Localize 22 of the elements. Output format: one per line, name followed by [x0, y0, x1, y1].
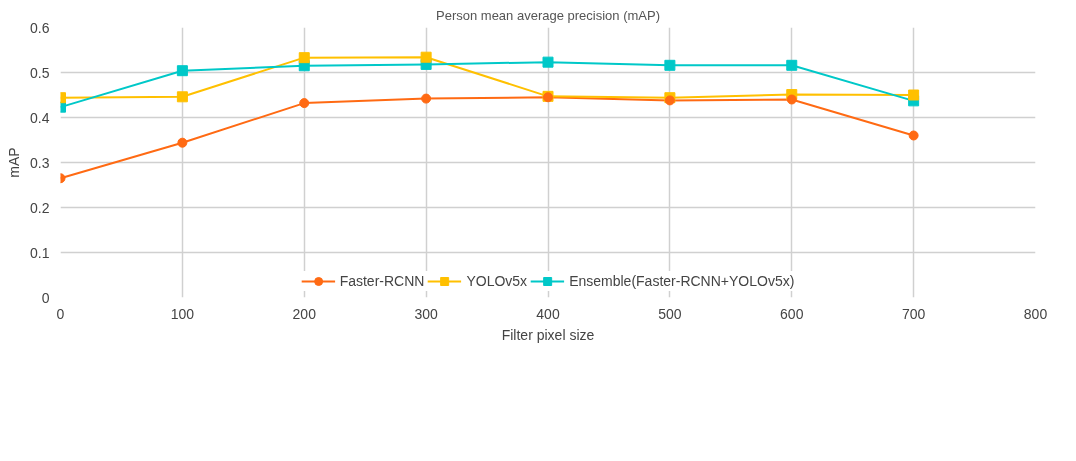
x-tick-label: 600 — [780, 305, 804, 322]
x-axis-title: Filter pixel size — [501, 326, 595, 343]
chart-title: Person mean average precision (mAP) — [436, 7, 661, 23]
x-tick-label: 300 — [414, 305, 439, 322]
y-tick-label: 0.2 — [30, 199, 50, 216]
legend-label: YOLOv5x — [466, 273, 528, 289]
x-tick-label: 0 — [56, 305, 65, 322]
y-tick-label: 0.4 — [30, 109, 50, 126]
y-tick-label: 0.1 — [30, 244, 50, 261]
legend-label: Faster-RCNN — [339, 273, 425, 289]
y-tick-label: 0 — [41, 289, 50, 306]
y-tick-label: 0.5 — [30, 64, 50, 81]
y-tick-label: 0.6 — [30, 19, 50, 36]
x-tick-label: 200 — [292, 305, 317, 322]
legend-label: Ensemble(Faster-RCNN+YOLOv5x) — [569, 273, 795, 289]
x-tick-label: 700 — [901, 305, 926, 322]
y-axis-title: mAP — [6, 147, 23, 178]
y-tick-label: 0.3 — [30, 154, 50, 171]
x-tick-label: 500 — [658, 305, 682, 322]
x-tick-label: 800 — [1023, 305, 1048, 322]
x-tick-label: 400 — [536, 305, 560, 322]
x-tick-label: 100 — [170, 305, 195, 322]
